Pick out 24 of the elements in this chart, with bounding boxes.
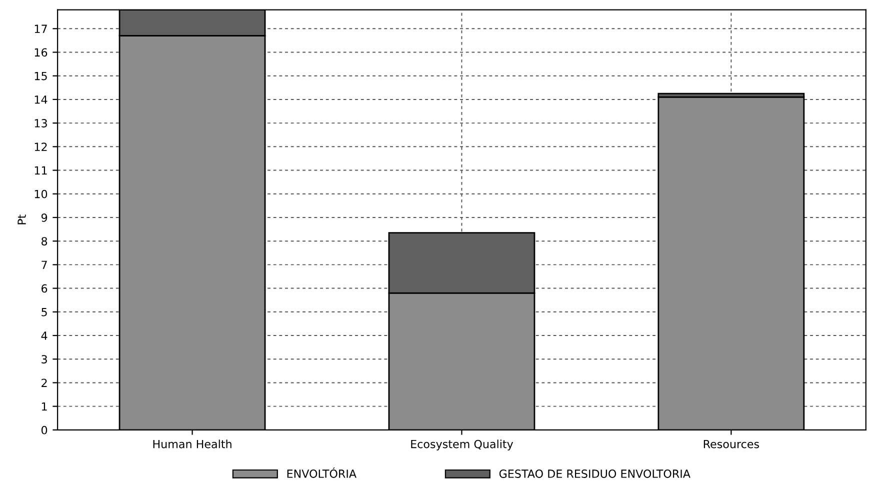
legend-label: GESTAO DE RESIDUO ENVOLTORIA	[499, 470, 690, 478]
y-tick-label: 1	[42, 402, 47, 411]
y-tick-label: 11	[34, 166, 47, 174]
y-tick-label: 12	[34, 142, 47, 151]
y-tick-label: 17	[34, 24, 47, 33]
y-axis-title: Pt	[18, 214, 26, 224]
x-tick-label: Resources	[704, 440, 759, 448]
y-tick-label: 2	[42, 378, 47, 387]
y-tick-label: 8	[42, 237, 48, 246]
y-tick-label: 13	[34, 119, 47, 128]
y-tick-label: 6	[42, 284, 48, 293]
y-tick-label: 5	[42, 308, 47, 316]
y-tick-label: 4	[41, 332, 48, 340]
x-tick-label: Human Health	[153, 440, 232, 448]
y-tick-label: 0	[41, 426, 48, 434]
y-tick-label: 16	[34, 48, 48, 57]
y-tick-label: 3	[42, 355, 47, 364]
y-tick-label: 10	[34, 190, 48, 198]
y-tick-label: 9	[41, 213, 48, 222]
y-tick-label: 7	[42, 260, 47, 269]
y-tick-label: 15	[34, 72, 47, 80]
x-tick-label: Ecosystem Quality	[411, 440, 514, 450]
y-tick-label: 14	[34, 96, 48, 104]
legend-label: ENVOLTÓRIA	[287, 468, 356, 478]
